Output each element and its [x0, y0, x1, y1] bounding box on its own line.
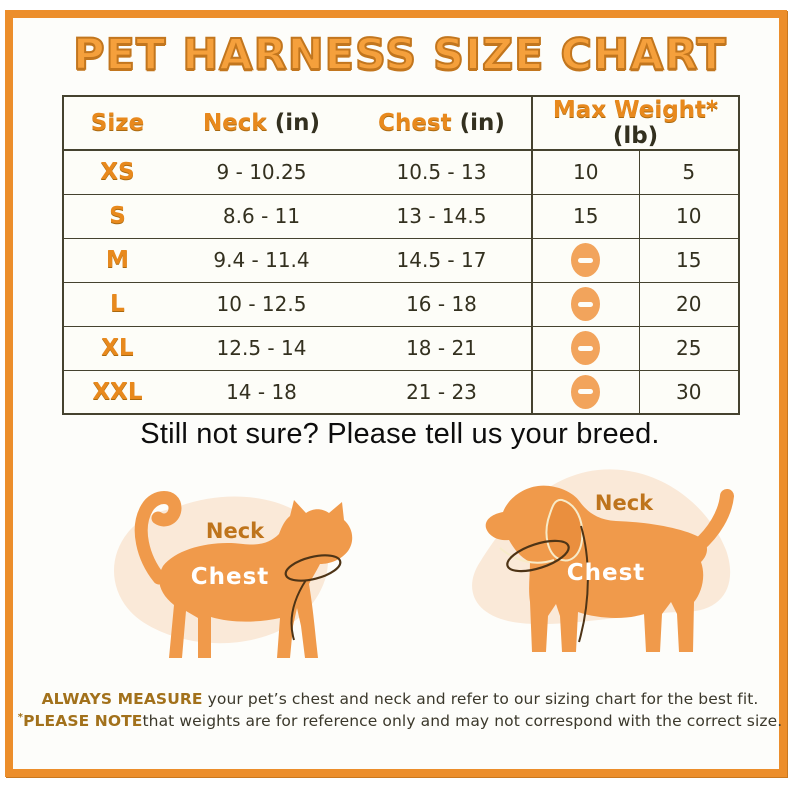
weight-cell-no-value [531, 325, 639, 370]
footer-notes: ALWAYS MEASURE your pet’s chest and neck… [0, 688, 800, 733]
table-header-row: Size Neck (in) Chest (in) Max Weight* (l… [63, 96, 740, 151]
size-chart-table: Size Neck (in) Chest (in) Max Weight* (l… [62, 95, 741, 415]
footer-line-2-text: that weights are for reference only and … [142, 712, 783, 731]
table-row-xxl: XXL 14 - 18 21 - 23 30 [63, 369, 740, 414]
max-weight-header-unit: (lb) [612, 123, 659, 149]
please-note-label: PLEASE NOTE [23, 712, 143, 731]
weight-cell-no-value [531, 237, 639, 282]
dog-chest-label: Chest [567, 560, 646, 586]
footer-line-1-text: your pet’s chest and neck and refer to o… [202, 690, 759, 708]
chest-value: 16 - 18 [352, 281, 532, 326]
page-title: PET HARNESS SIZE CHART [72, 29, 727, 81]
table-row-xl: XL 12.5 - 14 18 - 21 25 [63, 325, 740, 370]
dog-measurement-diagram: Neck Chest [438, 452, 752, 670]
minus-glyph [578, 389, 594, 395]
neck-header-label: Neck [202, 110, 267, 136]
weight-value-b: 20 [638, 281, 740, 326]
chest-value: 13 - 14.5 [352, 193, 532, 238]
chest-value: 21 - 23 [352, 369, 532, 414]
weight-value-b: 15 [638, 237, 740, 282]
size-value: M [63, 237, 171, 282]
neck-value: 9.4 - 11.4 [171, 237, 352, 282]
minus-glyph [578, 345, 594, 351]
minus-glyph [578, 257, 594, 263]
minus-glyph [578, 301, 594, 307]
weight-cell-no-value [531, 281, 639, 326]
cat-chest-label: Chest [191, 564, 270, 590]
chest-value: 18 - 21 [352, 325, 532, 370]
dog-neck-highlight-line [499, 547, 555, 564]
dash-icon [571, 287, 601, 321]
cat-neck-measure-line [284, 554, 342, 582]
cat-measurement-diagram: Neck Chest [85, 468, 395, 668]
dash-icon [571, 243, 601, 277]
weight-value-b: 5 [638, 149, 740, 194]
dog-silhouette [485, 485, 707, 652]
weight-value-a: 10 [531, 149, 639, 194]
size-value: L [63, 281, 171, 326]
table-row-xs: XS 9 - 10.25 10.5 - 13 10 5 [63, 149, 740, 194]
neck-value: 8.6 - 11 [171, 193, 352, 238]
neck-value: 12.5 - 14 [171, 325, 352, 370]
chest-header-label: Chest [378, 110, 452, 136]
cat-tail [134, 491, 182, 585]
dash-icon [571, 374, 601, 409]
neck-value: 10 - 12.5 [171, 281, 352, 326]
dash-icon [571, 331, 601, 365]
weight-value-a: 15 [531, 193, 639, 238]
cat-silhouette [159, 500, 353, 658]
table-row-s: S 8.6 - 11 13 - 14.5 15 10 [63, 193, 740, 238]
size-value: XS [63, 149, 171, 194]
column-header-chest: Chest (in) [352, 96, 532, 151]
always-measure-label: ALWAYS MEASURE [41, 690, 203, 708]
weight-value-b: 30 [638, 369, 740, 414]
cat-illustration: Neck Chest [113, 491, 353, 658]
dog-neck-measure-line [506, 539, 570, 573]
size-value: XXL [63, 369, 171, 414]
footer-line-1: ALWAYS MEASURE your pet’s chest and neck… [0, 688, 800, 710]
neck-value: 14 - 18 [171, 369, 352, 414]
weight-value-b: 10 [638, 193, 740, 238]
column-header-size: Size [63, 96, 171, 151]
cat-chest-measure-line [290, 579, 307, 641]
column-header-neck: Neck (in) [171, 96, 352, 151]
breed-question-text: Still not sure? Please tell us your bree… [140, 418, 660, 450]
footer-line-2: *PLEASE NOTEthat weights are for referen… [0, 710, 800, 732]
dog-chest-measure-line [578, 525, 589, 643]
dog-illustration: Neck Chest [472, 469, 734, 652]
weight-value-b: 25 [638, 325, 740, 370]
chest-value: 10.5 - 13 [352, 149, 532, 194]
max-weight-header-label: Max Weight* [552, 97, 719, 123]
size-value: S [63, 193, 171, 238]
neck-value: 9 - 10.25 [171, 149, 352, 194]
footnote-asterisk: * [17, 712, 24, 724]
size-header-label: Size [90, 110, 145, 136]
table-row-m: M 9.4 - 11.4 14.5 - 17 15 [63, 237, 740, 282]
chest-header-unit: (in) [451, 110, 505, 136]
chest-value: 14.5 - 17 [352, 237, 532, 282]
cat-neck-label: Neck [206, 519, 265, 543]
neck-header-unit: (in) [266, 110, 321, 136]
table-row-l: L 10 - 12.5 16 - 18 20 [63, 281, 740, 326]
size-value: XL [63, 325, 171, 370]
weight-cell-no-value [531, 369, 639, 414]
dog-neck-label: Neck [595, 491, 654, 515]
column-header-max-weight: Max Weight* (lb) [530, 96, 740, 151]
